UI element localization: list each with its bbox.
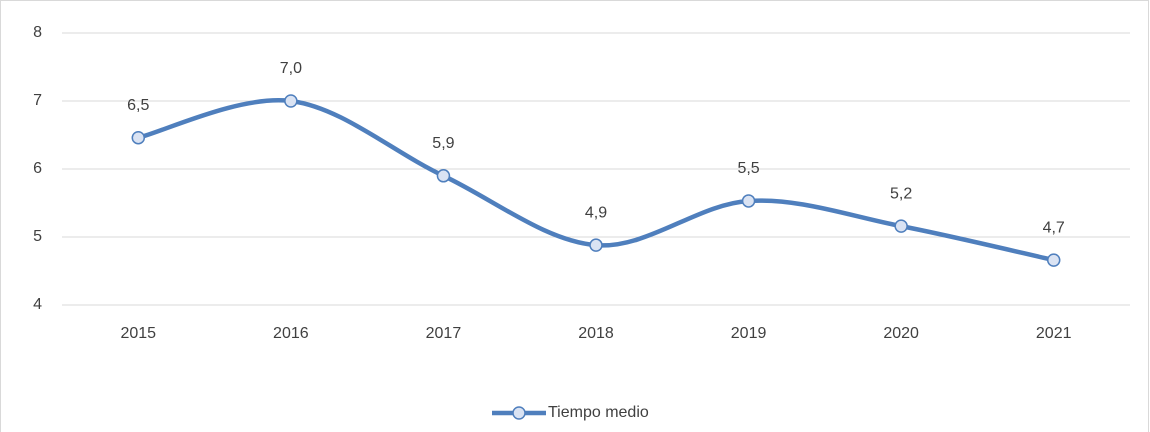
- legend-marker: [512, 406, 526, 420]
- data-label: 4,9: [585, 204, 607, 221]
- data-label: 7,0: [280, 60, 302, 77]
- x-tick-label: 2015: [120, 325, 156, 342]
- y-tick-label: 6: [33, 160, 42, 177]
- legend-label: Tiempo medio: [548, 404, 649, 421]
- data-label: 5,5: [737, 160, 759, 177]
- data-label: 5,9: [432, 135, 454, 152]
- x-tick-label: 2021: [1036, 325, 1072, 342]
- x-tick-label: 2019: [731, 325, 767, 342]
- data-label: 5,2: [890, 185, 912, 202]
- y-tick-label: 8: [33, 24, 42, 41]
- point-marker: [1046, 253, 1061, 267]
- y-tick-label: 5: [33, 228, 42, 245]
- point-marker: [131, 130, 146, 145]
- y-tick-label: 4: [33, 296, 42, 313]
- point-marker: [589, 238, 603, 252]
- y-tick-label: 7: [33, 92, 42, 109]
- series-line: [136, 98, 1056, 263]
- x-tick-label: 2017: [426, 325, 462, 342]
- point-marker: [284, 94, 298, 108]
- x-tick-label: 2020: [883, 325, 919, 342]
- point-marker: [741, 194, 756, 208]
- data-label: 4,7: [1043, 219, 1065, 236]
- point-marker: [894, 219, 908, 233]
- x-tick-label: 2018: [578, 325, 614, 342]
- point-marker: [436, 169, 451, 183]
- x-tick-label: 2016: [273, 325, 309, 342]
- data-label: 6,5: [127, 97, 149, 114]
